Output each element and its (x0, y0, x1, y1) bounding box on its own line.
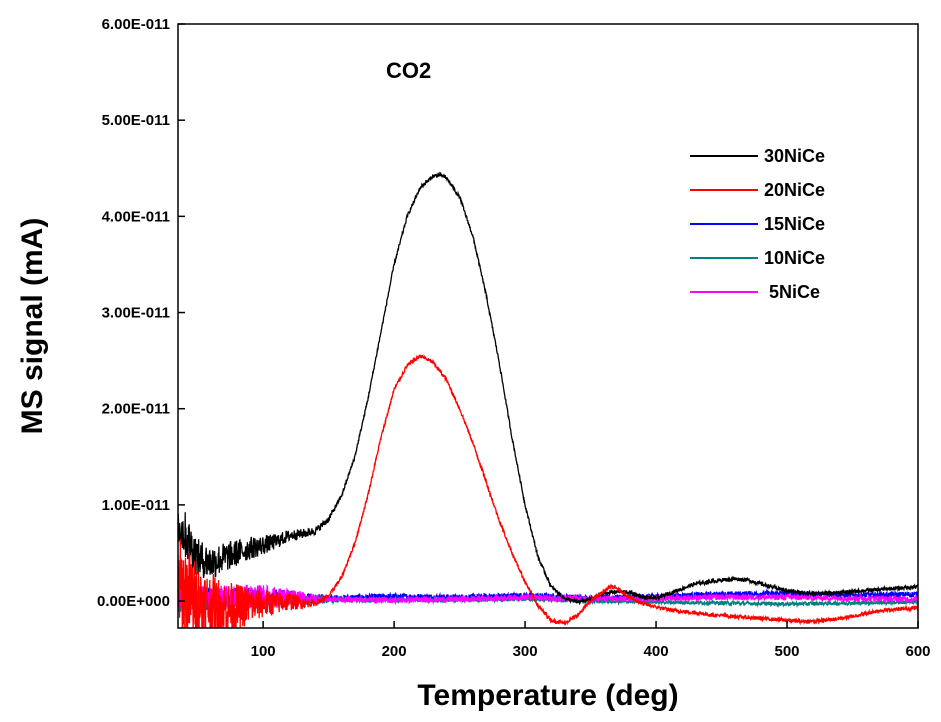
y-tick-label: 2.00E-011 (102, 401, 170, 418)
y-tick-label: 5.00E-011 (102, 112, 170, 129)
y-tick-label: 6.00E-011 (102, 16, 170, 33)
legend-item: 20NiCe (690, 180, 825, 200)
legend: 30NiCe 20NiCe 15NiCe 10NiCe 5NiCe (690, 146, 825, 302)
series-line-5NiCe (178, 584, 918, 613)
x-tick-label: 300 (513, 643, 538, 660)
series-line-20NiCe (178, 354, 918, 628)
x-axis-title: Temperature (deg) (417, 679, 678, 712)
x-axis: 100 200 300 400 500 600 (251, 621, 931, 660)
legend-label: 30NiCe (764, 146, 825, 166)
x-tick-label: 100 (251, 643, 276, 660)
plot-frame (177, 23, 919, 629)
legend-label: 5NiCe (764, 282, 820, 302)
series-line-30NiCe (178, 171, 918, 606)
legend-label: 20NiCe (764, 180, 825, 200)
y-tick-label: 0.00E+000 (97, 593, 170, 610)
legend-item: 5NiCe (690, 282, 820, 302)
legend-item: 10NiCe (690, 248, 825, 268)
legend-label: 15NiCe (764, 214, 825, 234)
y-axis-title: MS signal (mA) (16, 218, 49, 435)
y-tick-label: 3.00E-011 (102, 305, 170, 322)
annotation-label: CO2 (386, 58, 431, 83)
x-tick-label: 600 (905, 643, 930, 660)
x-tick-label: 400 (644, 643, 669, 660)
y-tick-label: 4.00E-011 (102, 208, 170, 225)
series-layer (178, 171, 918, 628)
legend-item: 30NiCe (690, 146, 825, 166)
x-tick-label: 500 (775, 643, 800, 660)
legend-label: 10NiCe (764, 248, 825, 268)
y-tick-label: 1.00E-011 (102, 497, 170, 514)
y-axis: 0.00E+000 1.00E-011 2.00E-011 3.00E-011 4.00… (97, 16, 185, 610)
legend-item: 15NiCe (690, 214, 825, 234)
x-tick-label: 200 (382, 643, 407, 660)
